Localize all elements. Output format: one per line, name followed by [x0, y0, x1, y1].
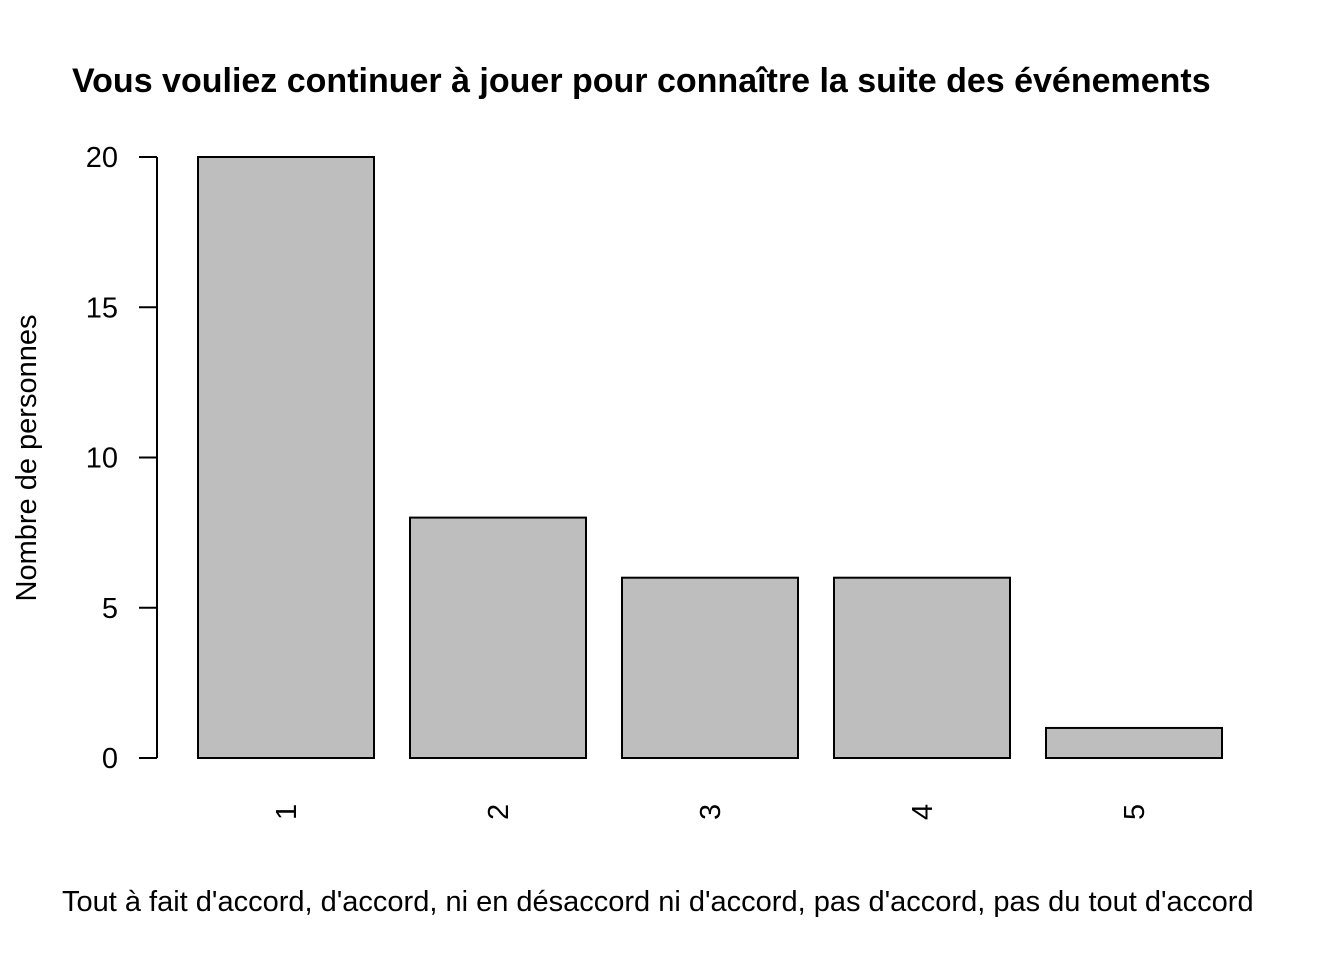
- y-tick-label-20: 20: [86, 142, 118, 174]
- bar-3: [621, 576, 799, 760]
- y-tick-label-15: 15: [86, 292, 118, 324]
- bar-2: [409, 516, 587, 759]
- chart-title: Vous vouliez continuer à jouer pour conn…: [72, 62, 1211, 100]
- x-tick-label-2: 2: [483, 804, 515, 820]
- bars-group: [197, 156, 1223, 760]
- x-axis-label: Tout à fait d'accord, d'accord, ni en dé…: [62, 886, 1254, 918]
- y-tick-label-0: 0: [102, 743, 118, 775]
- y-axis-label: Nombre de personnes: [11, 315, 43, 602]
- bar-4: [833, 576, 1011, 760]
- bar-1: [197, 156, 375, 759]
- y-tick-label-5: 5: [102, 593, 118, 625]
- x-tick-label-3: 3: [695, 804, 727, 820]
- x-tick-label-5: 5: [1119, 804, 1151, 820]
- x-tick-label-4: 4: [907, 804, 939, 820]
- y-axis: 0 5 10 15 20: [86, 142, 158, 775]
- x-tick-label-1: 1: [271, 804, 303, 820]
- bar-5: [1045, 726, 1223, 760]
- y-tick-label-10: 10: [86, 443, 118, 475]
- x-axis-tick-labels: 1 2 3 4 5: [271, 804, 1151, 820]
